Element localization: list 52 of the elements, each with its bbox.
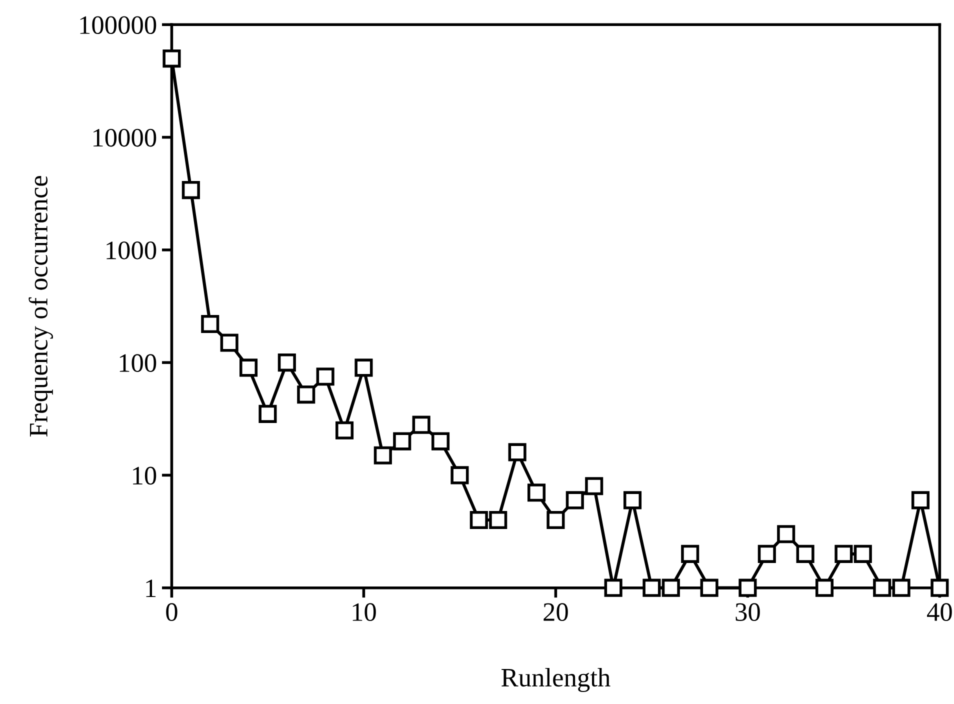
point bbox=[354, 358, 373, 377]
x-tick-label: 40 bbox=[927, 603, 952, 621]
point bbox=[585, 477, 604, 496]
point bbox=[239, 358, 258, 377]
point bbox=[258, 404, 277, 423]
y-tick-label: 1 bbox=[146, 580, 156, 597]
point bbox=[777, 525, 796, 544]
point bbox=[892, 578, 910, 597]
point bbox=[604, 578, 622, 597]
point bbox=[450, 466, 469, 484]
point bbox=[873, 578, 892, 597]
y-axis-title: Frequency of occurrence bbox=[28, 176, 53, 437]
point bbox=[758, 544, 776, 563]
point bbox=[220, 334, 238, 352]
point bbox=[911, 491, 930, 510]
point bbox=[374, 446, 392, 464]
point bbox=[162, 50, 181, 68]
point bbox=[566, 491, 584, 510]
y-tick-label: 100000 bbox=[80, 16, 156, 34]
point bbox=[297, 386, 316, 404]
point bbox=[796, 544, 814, 563]
x-tick-label: 10 bbox=[352, 603, 376, 621]
point bbox=[335, 421, 354, 440]
x-tick-label: 30 bbox=[736, 603, 760, 621]
point bbox=[854, 544, 872, 563]
point bbox=[834, 544, 853, 563]
point bbox=[546, 510, 565, 530]
point bbox=[470, 510, 488, 530]
x-tick-label: 20 bbox=[544, 603, 568, 621]
point bbox=[278, 354, 296, 372]
point bbox=[623, 491, 642, 510]
point bbox=[412, 416, 430, 434]
point bbox=[662, 578, 680, 597]
y-tick-label: 1000 bbox=[106, 242, 156, 260]
point bbox=[738, 578, 757, 597]
point bbox=[182, 181, 200, 200]
y-tick-label: 100 bbox=[120, 354, 156, 372]
point bbox=[431, 432, 450, 450]
point bbox=[700, 578, 718, 597]
point bbox=[201, 314, 220, 334]
point bbox=[815, 578, 834, 597]
point bbox=[316, 368, 334, 386]
point bbox=[489, 510, 508, 530]
point bbox=[527, 484, 546, 502]
x-axis-title: Runlength bbox=[501, 668, 610, 692]
x-tick-label: 0 bbox=[166, 603, 178, 621]
point bbox=[681, 544, 700, 563]
point bbox=[508, 443, 526, 462]
point bbox=[642, 578, 661, 597]
point bbox=[393, 432, 412, 450]
y-tick-label: 10 bbox=[133, 466, 156, 485]
y-tick-label: 10000 bbox=[93, 128, 156, 147]
